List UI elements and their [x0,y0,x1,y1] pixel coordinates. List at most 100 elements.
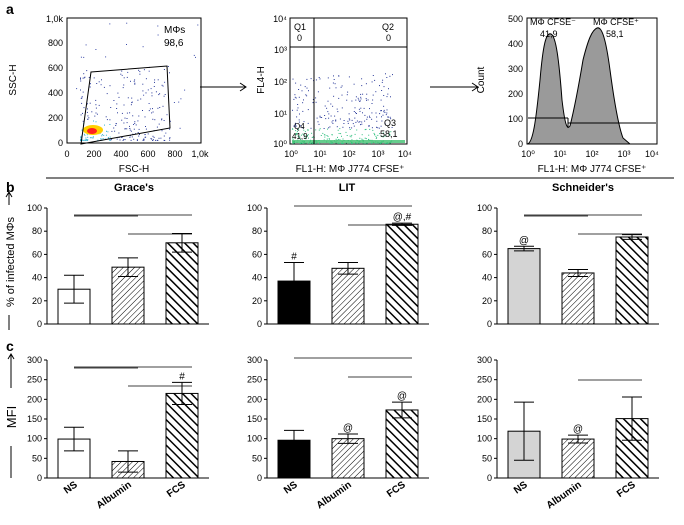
event-dot [127,71,129,73]
event-dot [345,131,347,133]
d1-xtick: 0 [64,149,69,159]
y-tick-label: 250 [247,375,262,385]
y-tick-label: 50 [32,453,42,463]
event-dot [317,121,319,123]
event-dot [376,120,378,122]
event-dot [362,142,364,144]
event-dot [354,133,356,135]
event-dot [156,139,158,141]
event-dot [118,96,120,98]
event-dot [332,143,334,144]
event-dot [343,120,345,121]
event-dot [142,46,144,48]
significance-annotation: @,# [393,212,412,223]
event-dot [306,95,308,97]
group-header: LIT [339,182,356,194]
event-dot [377,134,379,136]
event-dot [371,112,373,114]
event-dot [84,134,86,136]
event-dot [380,110,382,112]
event-dot [113,100,115,101]
y-tick-label: 0 [257,319,262,329]
event-dot [363,107,365,109]
group-header: Grace's [114,182,154,194]
event-dot [298,96,300,98]
event-dot [323,139,325,141]
group-header: Schneider's [552,182,614,194]
event-dot [387,93,389,95]
event-dot [352,123,354,125]
x-category-label: Albumin [545,479,584,511]
event-dot [127,97,129,99]
event-dot [307,129,309,131]
event-dot [303,99,304,101]
event-dot [123,122,125,124]
event-dot [335,87,337,89]
event-dot [328,117,330,119]
event-dot [375,143,377,144]
event-dot [109,139,111,141]
d2-ytick: 10³ [274,45,287,55]
event-dot [342,126,344,128]
dotplot1-density-core [87,128,97,134]
histogram-trace [526,27,632,145]
event-dot [85,137,87,139]
event-dot [116,103,118,105]
d2-ytick: 10⁴ [273,14,287,24]
event-dot [307,134,309,136]
event-dot [103,134,105,136]
event-dot [328,138,330,140]
event-dot [80,56,82,58]
event-dot [351,100,353,102]
event-dot [298,137,300,138]
event-dot [384,111,386,113]
event-dot [163,120,165,121]
event-dot [292,78,294,80]
event-dot [140,98,142,100]
event-dot [131,136,133,138]
event-dot [109,85,111,87]
event-dot [134,79,136,81]
event-dot [317,91,319,93]
event-dot [341,107,343,109]
event-dot [390,118,392,120]
event-dot [365,128,367,130]
event-dot [164,81,166,83]
d1-xtick: 1,0k [191,149,209,159]
bar-fcs [165,242,199,325]
dotplot1-xlabel: FSC-H [119,164,150,175]
event-dot [355,96,357,98]
y-tick-label: 80 [482,226,492,236]
dotplot-fl1-fl4: Q1 0 Q2 0 Q3 58,1 Q4 41,9 10⁰ 10¹ 10² 10… [256,14,412,175]
event-dot [161,119,163,121]
event-dot [131,97,133,99]
event-dot [121,74,123,76]
event-dot [338,133,340,134]
event-dot [360,124,361,126]
event-dot [123,77,125,79]
bar-albumin [331,267,365,325]
event-dot [92,136,94,138]
event-dot [155,139,157,141]
event-dot [151,92,153,94]
event-dot [144,134,146,136]
event-dot [90,83,91,85]
event-dot [81,97,83,99]
dotplot2-ylabel: FL4-H [256,66,267,94]
y-tick-label: 300 [477,355,492,365]
event-dot [359,137,361,139]
event-dot [388,116,389,118]
event-dot [387,143,389,144]
event-dot [169,42,171,44]
event-dot [152,135,154,137]
event-dot [340,86,342,88]
event-dot [142,83,144,85]
event-dot [80,140,81,141]
event-dot [383,111,385,113]
event-dot [107,137,109,139]
y-tick-label: 50 [252,453,262,463]
event-dot [386,96,388,98]
h-ytick: 400 [508,39,523,49]
event-dot [145,92,147,94]
event-dot [372,94,374,96]
